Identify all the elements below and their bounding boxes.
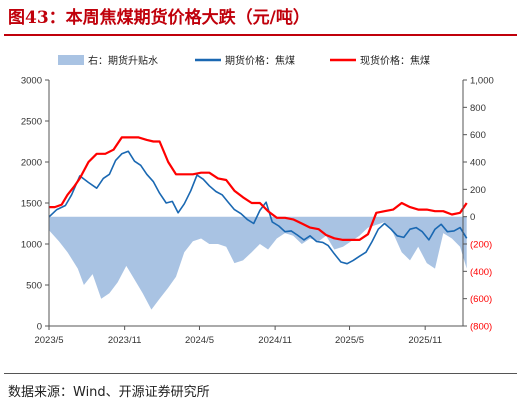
legend-item-basis: 右：期货升贴水 — [88, 54, 158, 67]
legend-item-spot: 现货价格：焦煤 — [360, 54, 430, 67]
left-tick-label: 1000 — [21, 240, 42, 251]
spot-price-line — [49, 136, 468, 241]
right-tick-label: 800 — [470, 103, 486, 114]
legend: 右：期货升贴水 期货价格：焦煤 现货价格：焦煤 — [58, 54, 430, 67]
x-tick-label: 2025/5 — [335, 335, 364, 346]
right-tick-label: 600 — [470, 130, 486, 141]
bottom-rule — [4, 373, 517, 374]
right-tick-label: (200) — [470, 240, 492, 251]
title-rule — [4, 34, 517, 36]
x-tick-label: 2025/11 — [408, 335, 442, 346]
legend-item-futures: 期货价格：焦煤 — [225, 54, 295, 67]
right-tick-label: 400 — [470, 158, 486, 169]
x-tick-label: 2024/11 — [258, 335, 292, 346]
basis-area — [49, 216, 467, 310]
right-tick-label: 0 — [470, 212, 475, 223]
right-tick-label: 1,000 — [470, 76, 494, 87]
left-tick-label: 2000 — [21, 158, 42, 169]
price-lines-layer — [48, 136, 468, 265]
legend-swatch-basis — [58, 55, 84, 65]
x-tick-label: 2023/11 — [108, 335, 142, 346]
basis-area-layer — [49, 216, 467, 310]
right-tick-label: (800) — [470, 322, 492, 333]
x-tick-label: 2023/5 — [34, 335, 63, 346]
right-tick-label: (400) — [470, 267, 492, 278]
chart-title: 图43：本周焦煤期货价格大跌（元/吨） — [8, 8, 310, 28]
left-tick-label: 1500 — [21, 199, 42, 210]
left-tick-label: 500 — [26, 281, 42, 292]
left-tick-label: 0 — [37, 322, 42, 333]
right-tick-label: 200 — [470, 185, 486, 196]
left-tick-label: 3000 — [21, 76, 42, 87]
source-note: 数据来源：Wind、开源证券研究所 — [8, 385, 210, 400]
left-tick-label: 2500 — [21, 117, 42, 128]
x-tick-label: 2024/5 — [185, 335, 214, 346]
right-tick-label: (600) — [470, 294, 492, 305]
